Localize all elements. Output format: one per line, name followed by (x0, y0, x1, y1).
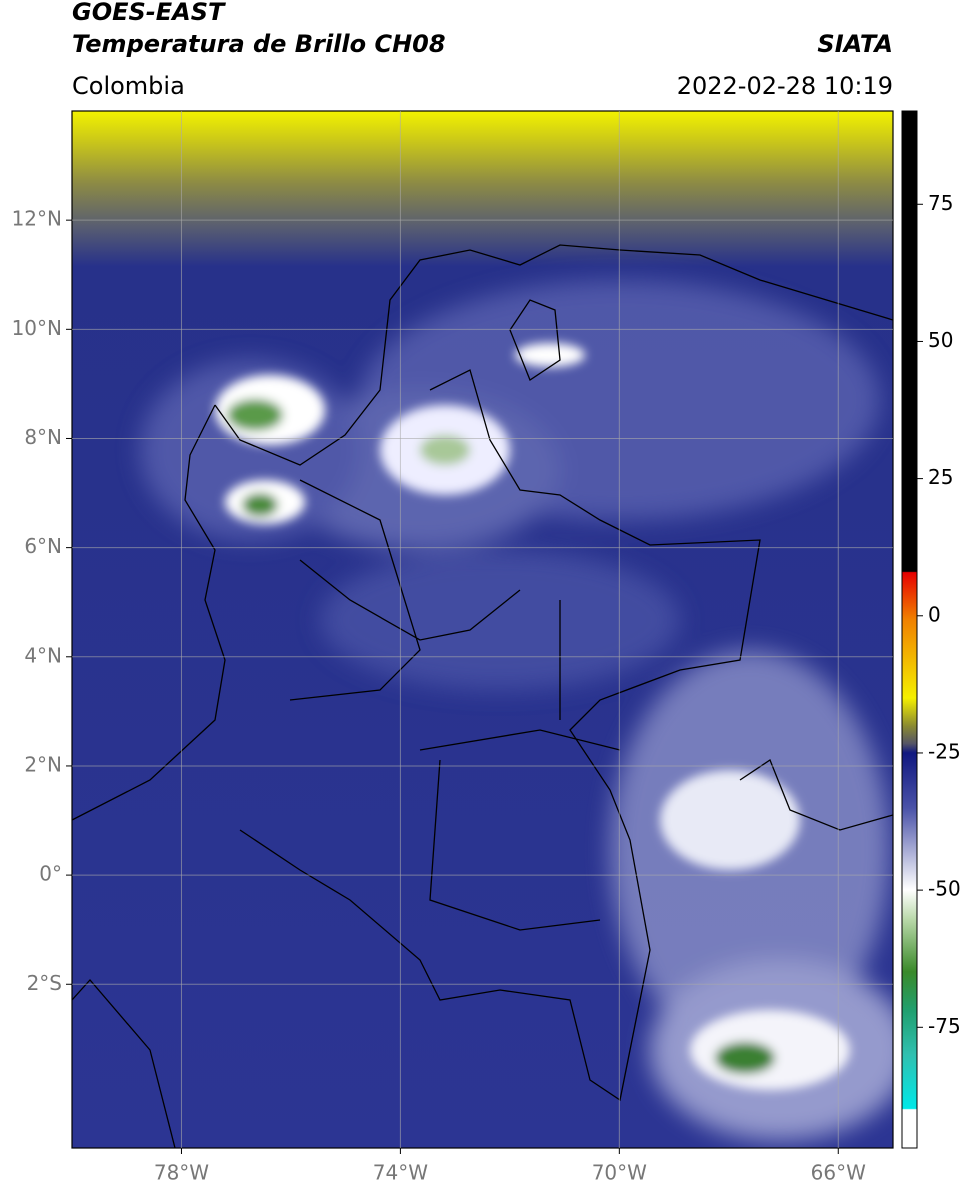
colorbar-label: -25 (928, 739, 961, 763)
colorbar-label: 50 (928, 328, 953, 352)
agency: SIATA (817, 30, 893, 58)
colorbar-label: -75 (928, 1014, 961, 1038)
x-tick-label: 78°W (154, 1161, 209, 1185)
y-tick-label: 2°S (27, 971, 62, 995)
y-tick-label: 0° (39, 862, 62, 886)
colorbar (901, 110, 918, 1149)
datetime: 2022-02-28 10:19 (677, 72, 893, 100)
y-tick-label: 8°N (24, 425, 62, 449)
colorbar-label: 75 (928, 191, 953, 215)
colorbar-label: 0 (928, 602, 941, 626)
colorbar-label: 25 (928, 465, 953, 489)
x-tick-label: 70°W (592, 1161, 647, 1185)
satellite-image (72, 111, 893, 1148)
region: Colombia (72, 72, 185, 100)
y-tick-label: 6°N (24, 534, 62, 558)
y-tick-label: 2°N (24, 752, 62, 776)
title-satellite: GOES-EAST (72, 0, 226, 26)
y-tick-label: 4°N (24, 643, 62, 667)
colorbar-label: -50 (928, 877, 961, 901)
x-tick-label: 74°W (373, 1161, 428, 1185)
title-product: Temperatura de Brillo CH08 (72, 30, 446, 58)
y-tick-label: 12°N (12, 207, 62, 231)
map-frame (71, 110, 894, 1149)
x-tick-label: 66°W (811, 1161, 866, 1185)
y-tick-label: 10°N (12, 316, 62, 340)
